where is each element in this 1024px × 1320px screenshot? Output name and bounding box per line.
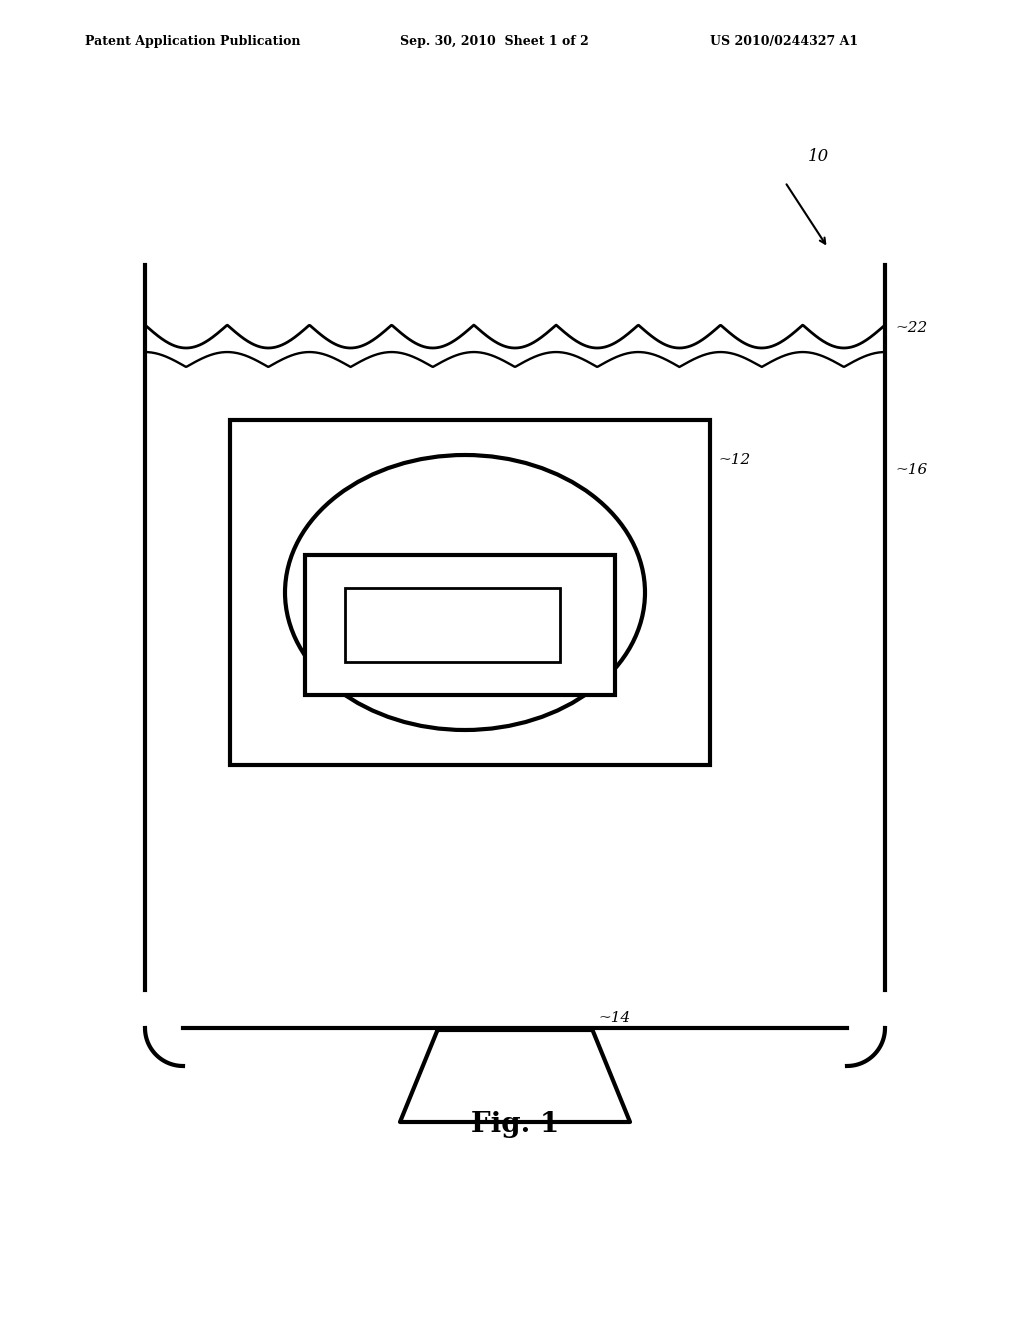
Bar [305,554,615,696]
Text: ~22: ~22 [895,321,928,335]
Text: -20: -20 [568,618,591,632]
Text: US 2010/0244327 A1: US 2010/0244327 A1 [710,36,858,48]
Text: Patent Application Publication: Patent Application Publication [85,36,300,48]
Bar [345,587,560,663]
Text: Fig. 1: Fig. 1 [471,1111,559,1138]
Text: Sep. 30, 2010  Sheet 1 of 2: Sep. 30, 2010 Sheet 1 of 2 [400,36,589,48]
Ellipse shape [285,455,645,730]
Polygon shape [400,1030,630,1122]
Bar [230,420,710,766]
Text: ~24: ~24 [535,742,564,756]
Text: ~14: ~14 [598,1011,630,1026]
Text: ~16: ~16 [895,463,928,477]
Text: 10: 10 [808,148,829,165]
Text: ~12: ~12 [718,453,751,467]
Text: 18: 18 [452,517,469,532]
